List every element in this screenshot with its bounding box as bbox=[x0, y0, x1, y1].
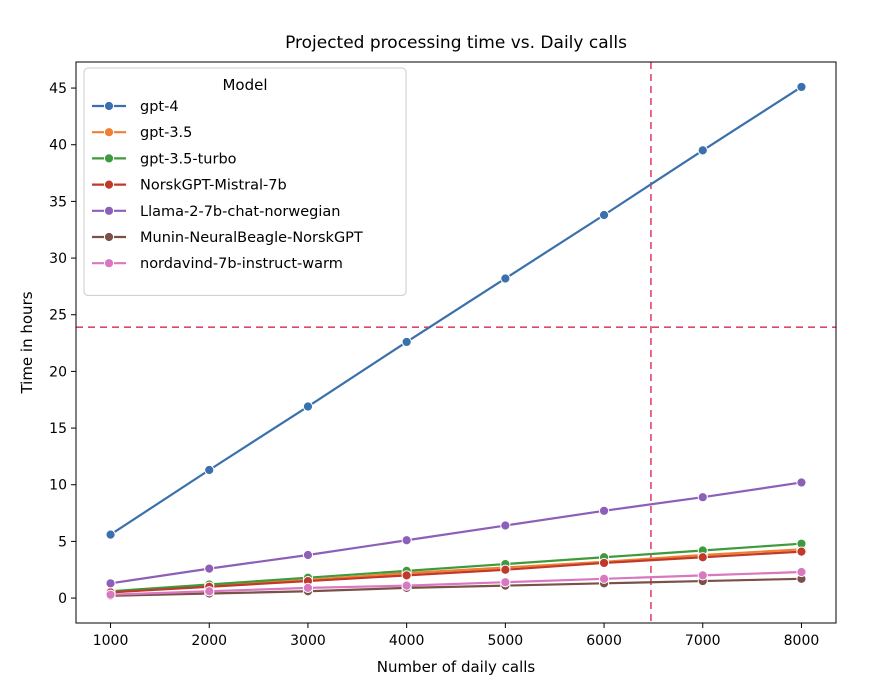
plot-frame bbox=[75, 61, 837, 624]
series-6 bbox=[105, 566, 807, 600]
series-line bbox=[110, 577, 802, 597]
legend-swatch-marker bbox=[103, 205, 115, 216]
x-tick-label: 6000 bbox=[586, 633, 622, 649]
data-point bbox=[401, 336, 412, 348]
y-tick-label: 20 bbox=[49, 364, 67, 380]
data-point bbox=[105, 589, 116, 600]
series-0 bbox=[105, 81, 807, 540]
legend-swatch-marker bbox=[103, 153, 115, 164]
y-tick-label: 25 bbox=[49, 308, 67, 324]
series-line bbox=[109, 86, 803, 536]
data-point bbox=[796, 546, 807, 557]
y-tick-label: 45 bbox=[49, 81, 67, 97]
data-point bbox=[204, 586, 215, 597]
data-point bbox=[401, 535, 412, 546]
legend-entry-label: Llama-2-7b-chat-norwegian bbox=[140, 204, 340, 220]
data-point bbox=[598, 573, 610, 584]
legend-box bbox=[83, 67, 407, 296]
y-tick-label: 5 bbox=[58, 534, 67, 550]
y-tick-label: 15 bbox=[49, 421, 67, 437]
data-point bbox=[598, 505, 610, 516]
x-tick-label: 4000 bbox=[389, 633, 425, 649]
data-point bbox=[500, 520, 511, 531]
y-axis-label: Time in hours bbox=[18, 291, 36, 394]
series-4 bbox=[105, 477, 807, 589]
data-point bbox=[697, 492, 708, 503]
legend-swatch-marker bbox=[103, 100, 115, 112]
legend-swatch-marker bbox=[103, 231, 115, 243]
data-point bbox=[697, 570, 708, 581]
data-point bbox=[500, 273, 511, 284]
series-line bbox=[110, 570, 802, 596]
series-line bbox=[110, 550, 802, 594]
data-point bbox=[598, 557, 610, 569]
data-point bbox=[500, 564, 511, 575]
data-point bbox=[302, 549, 314, 561]
y-tick-label: 40 bbox=[49, 138, 67, 154]
data-point bbox=[302, 582, 314, 593]
data-point bbox=[500, 577, 511, 588]
data-point bbox=[204, 464, 215, 476]
legend-entry-label: gpt-4 bbox=[140, 99, 179, 115]
chart-title: Projected processing time vs. Daily call… bbox=[285, 33, 627, 53]
legend: Model gpt-4 gpt-3.5 gpt-3.5-turbo NorskGPT-M… bbox=[83, 67, 407, 296]
legend-entry-label: gpt-3.5-turbo bbox=[140, 151, 237, 167]
data-point bbox=[105, 578, 116, 589]
data-point bbox=[796, 477, 807, 488]
series-line bbox=[110, 548, 802, 594]
data-point bbox=[598, 209, 610, 221]
legend-entry-label: Munin-NeuralBeagle-NorskGPT bbox=[140, 230, 363, 246]
x-tick-label: 7000 bbox=[685, 633, 721, 649]
x-tick-label: 3000 bbox=[290, 633, 326, 649]
data-point bbox=[105, 529, 116, 540]
legend-entry-label: NorskGPT-Mistral-7b bbox=[140, 178, 287, 194]
data-point bbox=[401, 570, 412, 581]
legend-title: Model bbox=[222, 76, 267, 94]
y-tick-label: 35 bbox=[49, 194, 67, 210]
series-line bbox=[110, 542, 802, 593]
axes: 1000 2000 3000 4000 5000 6000 7000 8000 0 5 10 15 20… bbox=[49, 81, 819, 649]
series-line bbox=[110, 481, 802, 585]
y-tick-label: 10 bbox=[49, 478, 67, 494]
legend-swatch-marker bbox=[103, 179, 115, 190]
legend-entry-label: gpt-3.5 bbox=[140, 125, 192, 141]
y-tick-label: 0 bbox=[58, 591, 67, 607]
legend-swatch-marker bbox=[103, 258, 115, 269]
data-point bbox=[204, 563, 215, 574]
y-tick-label: 30 bbox=[49, 251, 67, 267]
data-point bbox=[796, 566, 807, 578]
series-layer bbox=[105, 81, 807, 601]
data-point bbox=[796, 81, 807, 93]
x-tick-label: 2000 bbox=[191, 633, 227, 649]
data-point bbox=[302, 401, 314, 412]
data-point bbox=[697, 552, 708, 563]
data-point bbox=[697, 145, 708, 156]
x-axis-label: Number of daily calls bbox=[377, 658, 536, 676]
x-tick-label: 1000 bbox=[93, 633, 129, 649]
legend-swatch-marker bbox=[103, 127, 115, 138]
legend-entry-label: nordavind-7b-instruct-warm bbox=[140, 256, 343, 272]
x-tick-label: 5000 bbox=[488, 633, 524, 649]
reference-lines bbox=[76, 62, 836, 623]
data-point bbox=[401, 580, 412, 591]
x-tick-label: 8000 bbox=[784, 633, 820, 649]
